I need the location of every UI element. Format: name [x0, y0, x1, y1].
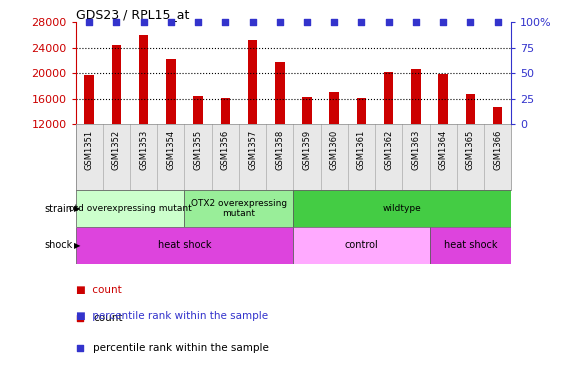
Bar — [493, 107, 503, 124]
Point — [384, 19, 393, 25]
Bar — [112, 45, 121, 124]
Bar — [193, 96, 203, 124]
Text: GSM1351: GSM1351 — [85, 130, 94, 170]
Text: ■  percentile rank within the sample: ■ percentile rank within the sample — [76, 311, 268, 321]
Text: GSM1360: GSM1360 — [330, 130, 339, 170]
Text: GSM1363: GSM1363 — [411, 130, 421, 170]
Point — [221, 19, 230, 25]
Text: shock: shock — [44, 240, 73, 250]
Text: GSM1353: GSM1353 — [139, 130, 148, 170]
Point — [411, 19, 421, 25]
Point — [76, 345, 85, 351]
Text: GSM1355: GSM1355 — [193, 130, 203, 170]
Point — [166, 19, 175, 25]
Bar — [293, 227, 429, 264]
Point — [357, 19, 366, 25]
Text: heat shock: heat shock — [444, 240, 497, 250]
Bar — [411, 69, 421, 124]
Text: ▶: ▶ — [74, 241, 81, 250]
Bar — [139, 35, 148, 124]
Bar — [384, 72, 393, 124]
Text: GSM1362: GSM1362 — [384, 130, 393, 170]
Text: GSM1364: GSM1364 — [439, 130, 448, 170]
Text: GSM1357: GSM1357 — [248, 130, 257, 170]
Text: ■  count: ■ count — [76, 285, 121, 295]
Text: ▶: ▶ — [74, 204, 81, 213]
Bar — [248, 40, 257, 124]
Bar — [465, 94, 475, 124]
Bar — [275, 62, 285, 124]
Text: wildtype: wildtype — [383, 204, 422, 213]
Point — [76, 315, 85, 321]
Bar — [439, 74, 448, 124]
Point — [439, 19, 448, 25]
Bar — [185, 190, 293, 227]
Bar — [293, 190, 511, 227]
Bar — [76, 227, 293, 264]
Point — [84, 19, 94, 25]
Bar — [76, 190, 185, 227]
Text: GSM1361: GSM1361 — [357, 130, 366, 170]
Text: GSM1365: GSM1365 — [466, 130, 475, 170]
Point — [329, 19, 339, 25]
Text: GSM1358: GSM1358 — [275, 130, 284, 170]
Text: heat shock: heat shock — [157, 240, 211, 250]
Point — [248, 19, 257, 25]
Bar — [429, 227, 511, 264]
Bar — [329, 93, 339, 124]
Text: otd overexpressing mutant: otd overexpressing mutant — [69, 204, 191, 213]
Bar — [302, 97, 312, 124]
Text: GSM1356: GSM1356 — [221, 130, 230, 170]
Point — [193, 19, 203, 25]
Text: percentile rank within the sample: percentile rank within the sample — [93, 343, 269, 353]
Point — [139, 19, 148, 25]
Bar — [166, 59, 175, 124]
Text: GSM1366: GSM1366 — [493, 130, 502, 170]
Bar — [357, 98, 366, 124]
Point — [466, 19, 475, 25]
Text: GDS23 / RPL15_at: GDS23 / RPL15_at — [76, 8, 189, 21]
Text: GSM1352: GSM1352 — [112, 130, 121, 170]
Point — [275, 19, 285, 25]
Text: GSM1359: GSM1359 — [303, 130, 311, 170]
Bar — [221, 98, 230, 124]
Text: count: count — [93, 313, 123, 324]
Text: GSM1354: GSM1354 — [166, 130, 175, 170]
Point — [302, 19, 311, 25]
Point — [493, 19, 503, 25]
Text: control: control — [345, 240, 378, 250]
Bar — [84, 75, 94, 124]
Text: strain: strain — [45, 203, 73, 214]
Point — [112, 19, 121, 25]
Text: OTX2 overexpressing
mutant: OTX2 overexpressing mutant — [191, 199, 287, 219]
